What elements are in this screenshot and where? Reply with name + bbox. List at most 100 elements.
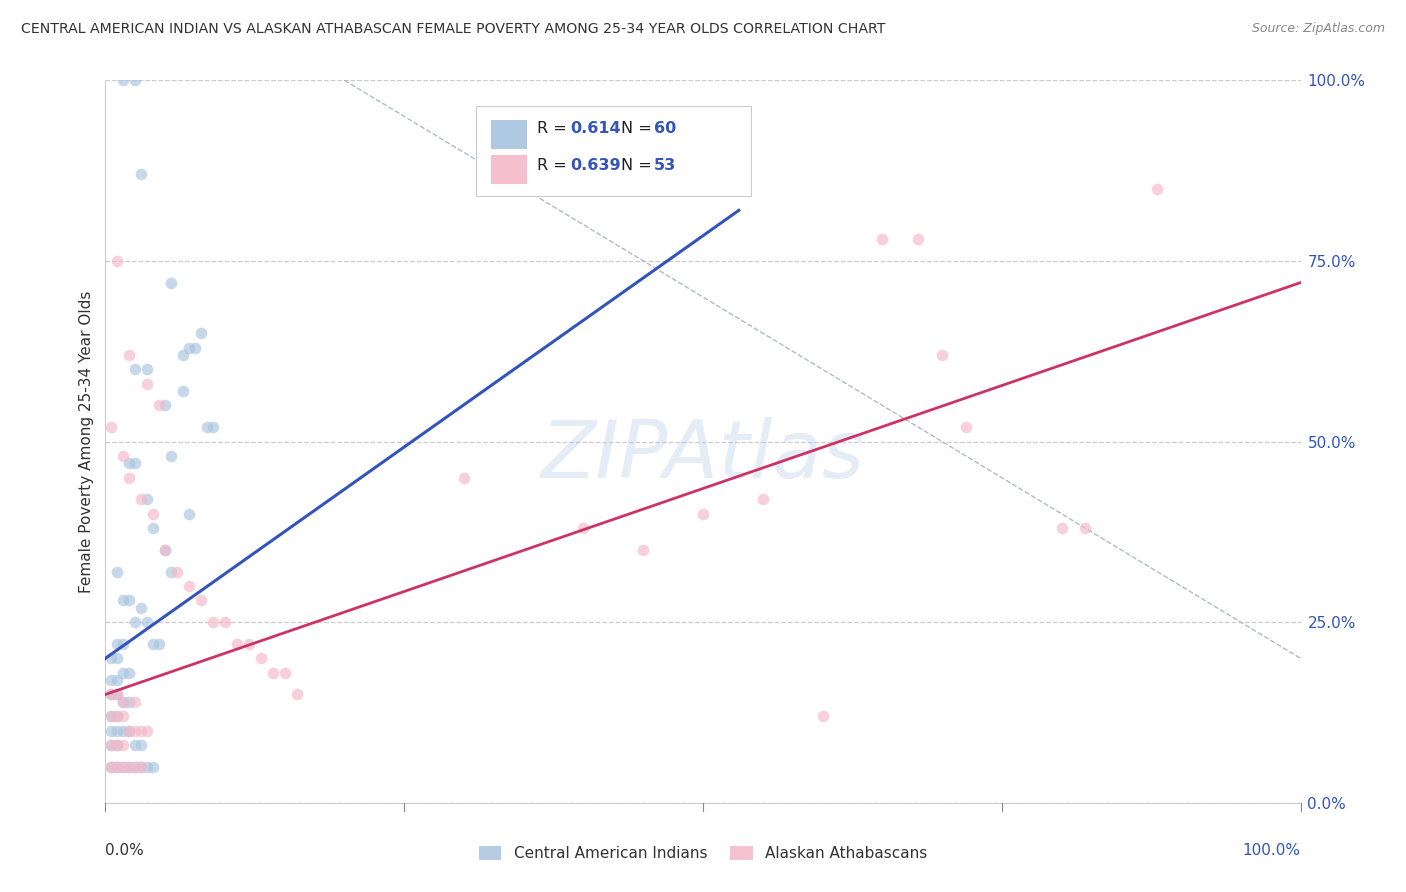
Point bbox=[118, 723, 141, 738]
Point bbox=[100, 723, 122, 738]
Point bbox=[100, 709, 122, 723]
Point bbox=[100, 673, 122, 687]
Point bbox=[112, 738, 135, 752]
Point bbox=[118, 665, 141, 680]
FancyBboxPatch shape bbox=[492, 154, 527, 184]
Point bbox=[166, 565, 188, 579]
Point bbox=[124, 456, 146, 470]
Point bbox=[124, 760, 146, 774]
Point bbox=[129, 167, 153, 181]
Point bbox=[107, 673, 129, 687]
Point bbox=[118, 456, 141, 470]
Point bbox=[285, 687, 308, 701]
Text: R =: R = bbox=[537, 121, 572, 136]
Point bbox=[112, 723, 135, 738]
Text: 100.0%: 100.0% bbox=[1243, 843, 1301, 857]
Y-axis label: Female Poverty Among 25-34 Year Olds: Female Poverty Among 25-34 Year Olds bbox=[79, 291, 94, 592]
Point bbox=[107, 760, 129, 774]
Text: 0.614: 0.614 bbox=[571, 121, 621, 136]
Point bbox=[107, 253, 129, 268]
Point bbox=[1074, 521, 1097, 535]
Point bbox=[129, 760, 153, 774]
Point bbox=[202, 615, 225, 630]
Point bbox=[107, 687, 129, 701]
Point bbox=[100, 738, 122, 752]
Point bbox=[118, 695, 141, 709]
Legend: Central American Indians, Alaskan Athabascans: Central American Indians, Alaskan Athaba… bbox=[472, 839, 934, 867]
Text: 60: 60 bbox=[654, 121, 676, 136]
Text: 53: 53 bbox=[654, 158, 676, 172]
Point bbox=[100, 420, 122, 434]
Point bbox=[129, 760, 153, 774]
Text: 0.639: 0.639 bbox=[571, 158, 621, 172]
Text: Source: ZipAtlas.com: Source: ZipAtlas.com bbox=[1251, 22, 1385, 36]
Point bbox=[118, 760, 141, 774]
Text: 0.0%: 0.0% bbox=[105, 843, 145, 857]
Point bbox=[107, 565, 129, 579]
Point bbox=[107, 687, 129, 701]
Point bbox=[692, 507, 714, 521]
Point bbox=[124, 723, 146, 738]
Text: R =: R = bbox=[537, 158, 572, 172]
Point bbox=[142, 507, 165, 521]
Point bbox=[112, 637, 135, 651]
Point bbox=[100, 687, 122, 701]
Point bbox=[136, 723, 159, 738]
Point bbox=[160, 449, 183, 463]
Point bbox=[118, 593, 141, 607]
Point bbox=[129, 723, 153, 738]
Point bbox=[107, 637, 129, 651]
Point bbox=[112, 760, 135, 774]
Point bbox=[107, 651, 129, 665]
Point bbox=[118, 760, 141, 774]
Point bbox=[153, 398, 177, 412]
Point bbox=[100, 760, 122, 774]
Point bbox=[124, 695, 146, 709]
Point bbox=[107, 738, 129, 752]
Point bbox=[153, 542, 177, 557]
Point bbox=[453, 471, 475, 485]
Point bbox=[190, 593, 212, 607]
Point bbox=[124, 738, 146, 752]
Point bbox=[107, 723, 129, 738]
Point bbox=[129, 738, 153, 752]
Point bbox=[148, 398, 170, 412]
Text: N =: N = bbox=[620, 158, 657, 172]
Point bbox=[112, 760, 135, 774]
Point bbox=[273, 665, 295, 680]
Point bbox=[118, 471, 141, 485]
Point bbox=[136, 492, 159, 507]
Point bbox=[136, 376, 159, 391]
Point bbox=[955, 420, 977, 434]
Point bbox=[142, 521, 165, 535]
Point bbox=[172, 348, 194, 362]
Point bbox=[100, 738, 122, 752]
Point bbox=[112, 695, 135, 709]
Point bbox=[262, 665, 284, 680]
Point bbox=[153, 542, 177, 557]
FancyBboxPatch shape bbox=[492, 120, 527, 149]
Point bbox=[136, 362, 159, 376]
Point bbox=[160, 276, 183, 290]
Point bbox=[195, 420, 218, 434]
Point bbox=[1050, 521, 1073, 535]
Point bbox=[107, 760, 129, 774]
Point bbox=[148, 637, 170, 651]
Point bbox=[100, 651, 122, 665]
Point bbox=[907, 232, 929, 246]
Point bbox=[160, 565, 183, 579]
Point bbox=[238, 637, 260, 651]
Point bbox=[129, 600, 153, 615]
Point bbox=[112, 449, 135, 463]
Point bbox=[142, 760, 165, 774]
Point bbox=[107, 738, 129, 752]
Text: ZIPAtlas: ZIPAtlas bbox=[541, 417, 865, 495]
Point bbox=[107, 709, 129, 723]
Point bbox=[250, 651, 273, 665]
Point bbox=[112, 695, 135, 709]
Point bbox=[872, 232, 894, 246]
Point bbox=[177, 341, 201, 355]
Point bbox=[124, 73, 146, 87]
Point bbox=[177, 507, 201, 521]
Point bbox=[172, 384, 194, 398]
